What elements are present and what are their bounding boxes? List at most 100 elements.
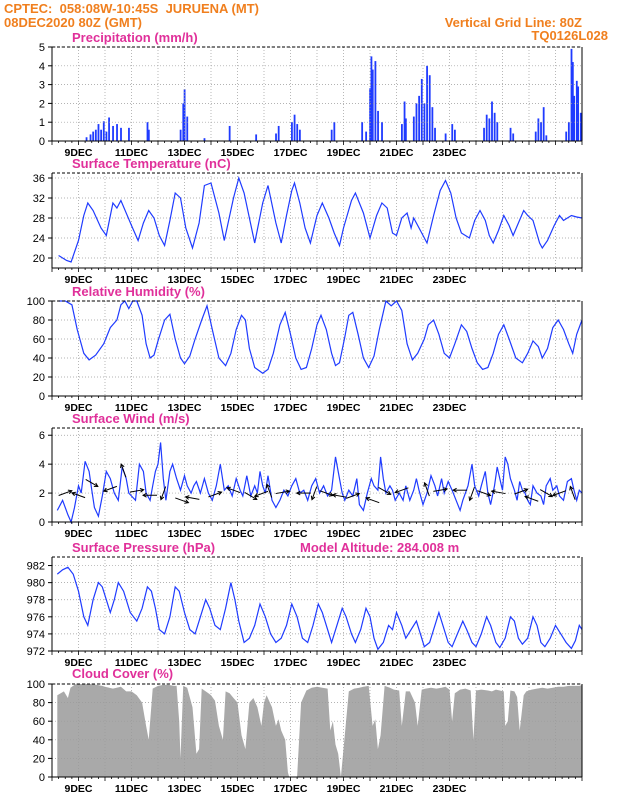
precip-xtick-label: 13DEC (168, 147, 202, 159)
wind-xtick-label: 17DEC (274, 528, 308, 540)
precip-bar (108, 117, 110, 141)
wind-arrow (524, 495, 539, 502)
precip-bar (89, 134, 92, 141)
precip-bar (428, 75, 431, 141)
precip-bar (365, 131, 368, 141)
wind-arrow-head (523, 488, 529, 493)
precip-bar (454, 129, 456, 141)
pres-ytick-label: 982 (27, 561, 45, 573)
wind-arrow-head (253, 492, 259, 498)
wind-arrow-shaft (346, 493, 360, 499)
wind-arrow (378, 486, 392, 495)
rh-xtick-label: 13DEC (168, 402, 202, 414)
wind-arrow (433, 487, 449, 492)
wind-arrow-head (67, 489, 73, 495)
wind-arrow (184, 495, 200, 500)
wind-arrow-head (569, 485, 574, 491)
pres-xtick-label: 15DEC (221, 657, 255, 669)
wind-arrow-shaft (424, 482, 430, 497)
precip-bar (579, 112, 582, 141)
wind-arrow-head (184, 499, 190, 504)
precip-bar (565, 131, 568, 141)
precip-bar (493, 112, 496, 141)
precip-bar (371, 69, 374, 141)
wind-arrow (208, 491, 223, 498)
wind-arrow-head (548, 492, 554, 498)
pres-xtick-label: 11DEC (115, 657, 149, 669)
precip-bar (291, 122, 293, 141)
wind-arrow (253, 490, 269, 498)
precip-bar (203, 138, 206, 141)
wind-arrow-head (355, 492, 361, 497)
precip-bar (434, 127, 436, 141)
wind-arrow (539, 489, 554, 498)
precip-xtick-label: 11DEC (115, 147, 149, 159)
wind-xtick-label: 15DEC (221, 528, 255, 540)
pres-xtick-label: 19DEC (327, 657, 361, 669)
precip-bar (573, 95, 576, 141)
wind-arrow-head (142, 492, 147, 498)
wind-arrow-shaft (226, 487, 241, 494)
precip-xtick-label: 15DEC (221, 147, 255, 159)
wind-arrow (85, 479, 99, 487)
wind-ytick-label: 6 (39, 430, 45, 442)
wind-arrow (295, 490, 311, 496)
wind-arrow-head (93, 482, 99, 487)
header-date: 08DEC2020 80Z (GMT) (4, 15, 142, 30)
wind-arrow-head (524, 495, 530, 500)
wind-arrow (58, 489, 73, 496)
rh-line (58, 299, 583, 374)
wind-arrow (331, 493, 347, 498)
wind-arrow (129, 487, 145, 493)
rh-ytick-label: 0 (39, 391, 45, 403)
cloud-panel: 0 20 40 60 80 100 9DEC 11DEC 13DEC 15DEC 17DEC 19DE… (27, 679, 583, 795)
precip-bar (570, 48, 573, 141)
temp-xtick-label: 15DEC (221, 274, 255, 286)
precip-bar (404, 118, 407, 141)
precip-bar (374, 61, 377, 141)
rh-xtick-label: 11DEC (115, 402, 149, 414)
rh-xtick-label: 21DEC (380, 402, 414, 414)
pres-xtick-label: 17DEC (274, 657, 308, 669)
precip-bar (186, 116, 189, 141)
wind-arrow-shaft (208, 491, 222, 498)
wind-arrow-shaft (378, 486, 391, 495)
precip-bar (412, 116, 415, 141)
precip-bar (277, 125, 280, 141)
wind-arrow (310, 486, 318, 501)
precip-bar (100, 129, 103, 141)
precip-bar (120, 127, 122, 141)
wind-panel: 0 2 4 6 9DEC 11DEC 13DEC 15DEC 17DEC 19DEC 21DEC 23… (39, 427, 583, 540)
precip-xtick-label: 23DEC (433, 147, 467, 159)
wind-ytick-label: 0 (39, 517, 45, 529)
wind-arrow-shaft (85, 479, 99, 487)
precip-bar (97, 124, 100, 141)
precip-bar (116, 124, 118, 141)
precip-bar (575, 80, 578, 141)
wind-arrow-shaft (103, 485, 118, 492)
wind-arrow-shaft (552, 490, 567, 496)
temp-line (58, 175, 583, 263)
wind-arrow-shaft (254, 490, 269, 497)
precip-xtick-label: 17DEC (274, 147, 308, 159)
cloud-xtick-label: 21DEC (380, 783, 414, 795)
precip-bar (381, 122, 383, 141)
wind-title: Surface Wind (m/s) (72, 411, 190, 426)
wind-arrow-head (486, 492, 492, 497)
wind-arrow-shaft (275, 490, 290, 495)
wind-xtick-label: 11DEC (115, 528, 149, 540)
cloud-xtick-label: 23DEC (433, 783, 467, 795)
precip-bar (567, 122, 570, 141)
precip-bar (228, 125, 231, 141)
wind-arrow-shaft (71, 492, 86, 499)
precip-bar (491, 101, 493, 141)
wind-arrow (244, 492, 258, 500)
wind-arrow-head (295, 490, 301, 496)
precip-bar (296, 124, 299, 141)
wind-arrow-shaft (332, 494, 347, 498)
rh-title: Relative Humidity (%) (72, 284, 205, 299)
wind-arrow-shaft (244, 492, 258, 500)
wind-arrow-shaft (266, 484, 273, 498)
wind-arrow-shaft (319, 490, 334, 496)
rh-xtick-label: 9DEC (64, 402, 92, 414)
